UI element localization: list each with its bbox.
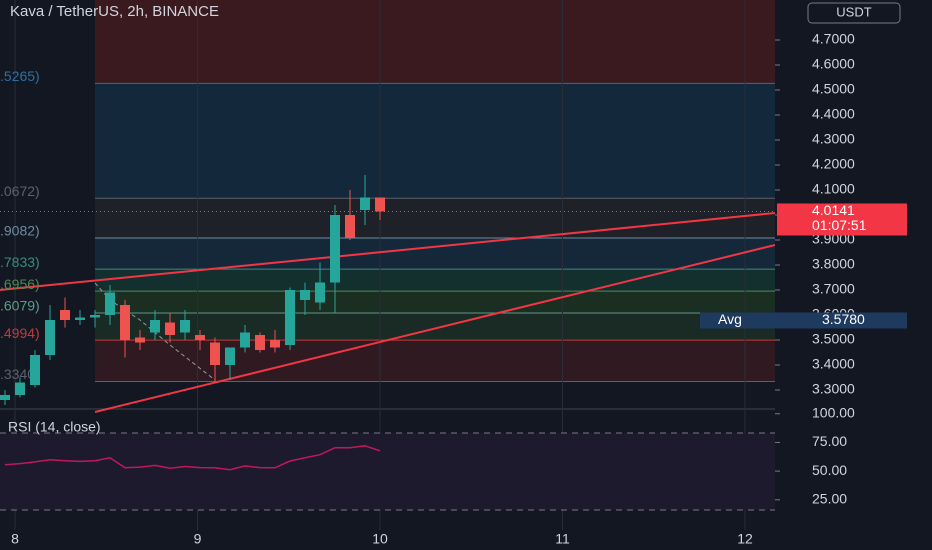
y-tick-label: 4.4000	[812, 106, 855, 122]
fib-zone	[95, 340, 775, 382]
candle-body	[360, 197, 370, 210]
rsi-line	[4, 444, 381, 471]
price-axis	[775, 0, 932, 550]
candle-body	[225, 347, 235, 365]
candle-body	[120, 305, 130, 340]
x-tick-label: 8	[11, 531, 19, 547]
y-tick-label: 4.1000	[812, 181, 855, 197]
candle-body	[0, 395, 10, 400]
candle-body	[75, 317, 85, 320]
price-tag	[777, 203, 907, 236]
candle-body	[135, 337, 145, 343]
candle-body	[90, 315, 100, 318]
candle-body	[345, 215, 355, 238]
y-tick-label: 4.2000	[812, 156, 855, 172]
fib-zone	[95, 237, 775, 270]
x-tick-label: 10	[372, 531, 388, 547]
fib-label: .9082)	[0, 223, 40, 239]
avg-value: 3.5780	[822, 311, 865, 327]
y-tick-label: 4.3000	[812, 131, 855, 147]
x-tick-label: 12	[737, 531, 753, 547]
candle-body	[315, 282, 325, 303]
y-tick-label: 3.4000	[812, 356, 855, 372]
y-tick-label: 75.00	[812, 433, 847, 449]
rsi-band	[0, 433, 775, 510]
chart-title: Kava / TetherUS, 2h, BINANCE	[10, 3, 219, 20]
y-tick-label: 3.3000	[812, 381, 855, 397]
candle-body	[270, 340, 280, 348]
candle-body	[30, 355, 40, 385]
fib-label: .3340)	[0, 366, 40, 382]
currency-button[interactable]	[807, 2, 901, 24]
fib-zone	[95, 83, 775, 199]
candle-body	[180, 320, 190, 333]
fib-label: .5265)	[0, 68, 40, 84]
candle-body	[195, 335, 205, 340]
y-tick-label: 25.00	[812, 490, 847, 506]
fib-label: .6956)	[0, 276, 40, 292]
avg-title: Avg	[718, 311, 742, 327]
y-tick-label: 3.7000	[812, 281, 855, 297]
candle-body	[375, 197, 385, 212]
candle-body	[300, 290, 310, 300]
candle-body	[45, 320, 55, 355]
x-tick-label: 11	[555, 531, 570, 547]
rsi-title: RSI (14, close)	[8, 419, 101, 435]
fib-label: .0672)	[0, 183, 40, 199]
y-tick-label: 100.00	[812, 404, 855, 420]
fib-label: .6079)	[0, 298, 40, 314]
candle-body	[285, 290, 295, 345]
countdown: 01:07:51	[812, 217, 867, 233]
candle-body	[240, 332, 250, 348]
x-tick-label: 9	[194, 531, 202, 547]
avg-tag	[700, 312, 907, 329]
currency-label[interactable]: USDT	[836, 4, 871, 19]
y-tick-label: 3.8000	[812, 256, 855, 272]
fib-label: .7833)	[0, 254, 40, 270]
candle-body	[105, 292, 115, 315]
candle-body	[150, 320, 160, 333]
trend-line	[94, 244, 776, 413]
y-tick-label: 3.5000	[812, 331, 855, 347]
fib-zone	[95, 291, 775, 314]
fib-zone	[95, 0, 775, 84]
candle-body	[255, 335, 265, 350]
pane-separator	[0, 408, 775, 410]
candle-body	[210, 342, 220, 365]
fib-zone	[95, 313, 775, 341]
trend-line	[0, 212, 776, 291]
candle-body	[60, 310, 70, 320]
candle-body	[15, 382, 25, 395]
fib-zone	[95, 198, 775, 238]
y-tick-label: 50.00	[812, 462, 847, 478]
y-tick-label: 4.5000	[812, 81, 855, 97]
y-tick-label: 4.7000	[812, 31, 855, 47]
fib-label: .4994)	[0, 325, 40, 341]
candle-body	[330, 215, 340, 283]
y-tick-label: 4.6000	[812, 56, 855, 72]
price-label: 4.0141	[812, 202, 855, 218]
fib-zone	[95, 269, 775, 292]
candle-body	[165, 322, 175, 335]
